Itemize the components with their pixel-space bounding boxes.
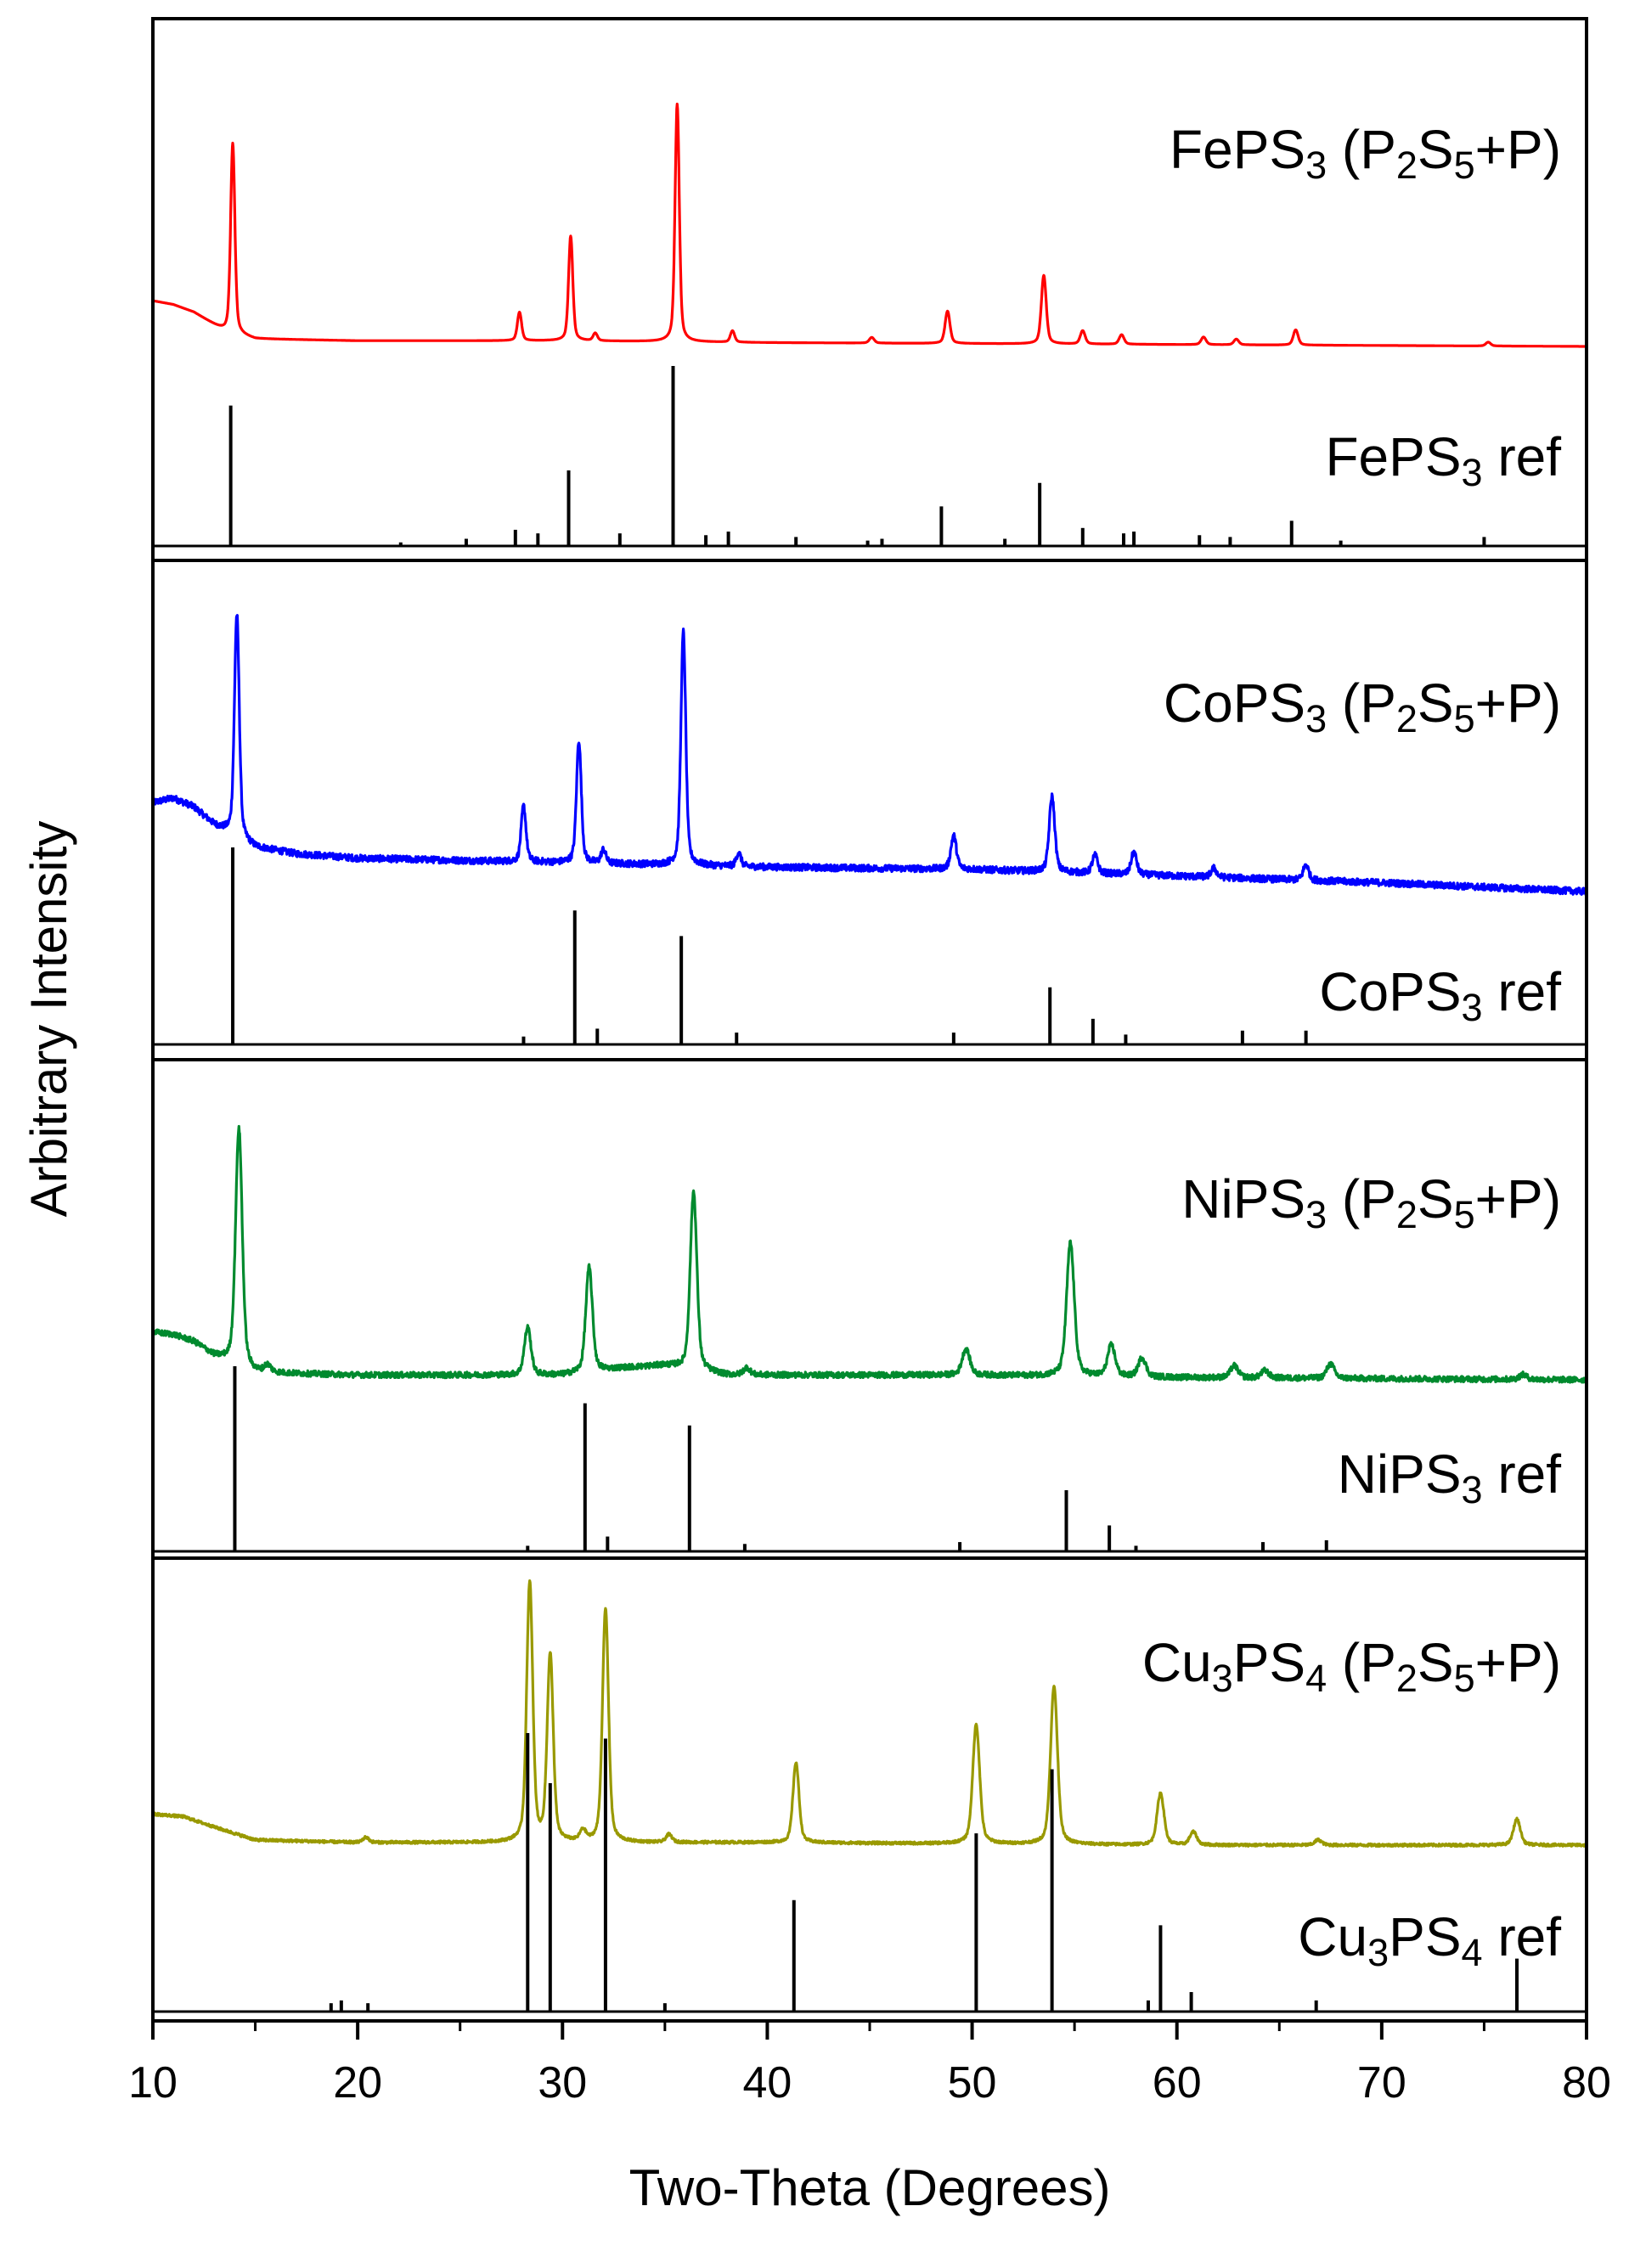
x-tick-label-40: 40 [743,2058,792,2108]
y-axis-title: Arbitrary Intensity [20,821,77,1218]
series-co-experimental [151,614,1588,896]
x-tick-label-80: 80 [1562,2058,1611,2108]
panel-label-layer: FePS3 (P2S5+P) FePS3 ref CoPS3 (P2S5+P) CoP… [1142,119,1561,1974]
x-tick-label-30: 30 [538,2058,587,2108]
panel-label-ni-reference: NiPS3 ref [1338,1444,1562,1511]
panel-label-cu-reference: Cu3PS4 ref [1298,1906,1561,1974]
panel-label-ni-experimental: NiPS3 (P2S5+P) [1181,1168,1561,1236]
x-tick-label-70: 70 [1357,2058,1406,2108]
series-layer [151,102,1588,2013]
panel-label-co-reference: CoPS3 ref [1319,961,1561,1029]
x-axis: 10 20 30 40 50 60 70 80 [128,2021,1611,2108]
x-tick-label-50: 50 [948,2058,997,2108]
x-tick-label-10: 10 [128,2058,178,2108]
x-tick-label-60: 60 [1153,2058,1202,2108]
series-fe-experimental [151,102,1588,348]
x-tick-label-20: 20 [333,2058,382,2108]
panel-label-fe-experimental: FePS3 (P2S5+P) [1170,119,1561,187]
panel-label-co-experimental: CoPS3 (P2S5+P) [1164,673,1561,740]
series-cu-experimental [151,1579,1588,1849]
x-axis-title: Two-Theta (Degrees) [629,2159,1111,2216]
panel-label-cu-experimental: Cu3PS4 (P2S5+P) [1142,1632,1561,1700]
panel-label-fe-reference: FePS3 ref [1325,426,1561,494]
series-ni-experimental [151,1124,1588,1384]
